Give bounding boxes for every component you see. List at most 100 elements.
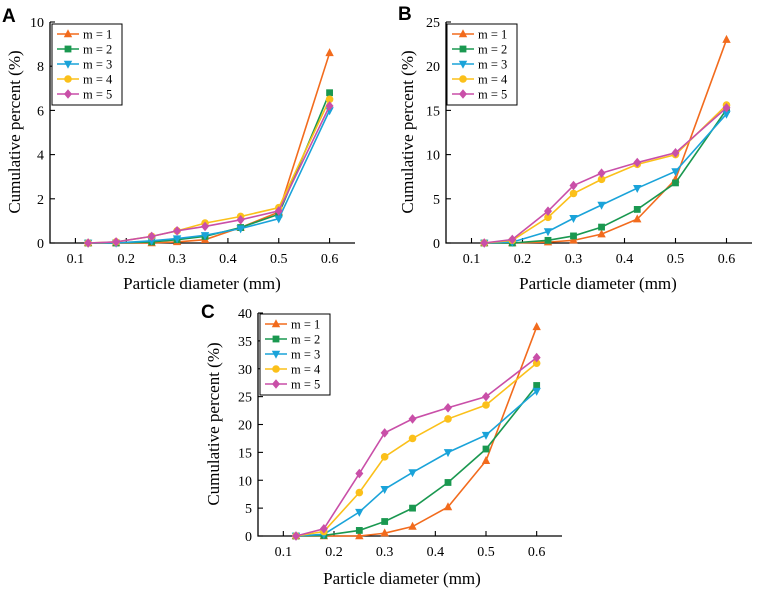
series-line-b-m3 xyxy=(484,113,728,244)
y-tick-label-a: 6 xyxy=(37,104,44,119)
data-point-b-m5 xyxy=(544,206,552,216)
series-c-m3 xyxy=(291,387,541,541)
x-tick-label-c: 0.2 xyxy=(325,545,343,560)
y-tick-label-c: 15 xyxy=(238,446,252,461)
y-tick-label-b: 10 xyxy=(426,149,440,164)
x-tick-label-b: 0.1 xyxy=(463,252,481,267)
data-point-c-m1 xyxy=(532,322,541,331)
series-c-m5 xyxy=(292,352,541,541)
data-point-c-m2 xyxy=(533,382,541,389)
data-point-a-m5 xyxy=(201,221,210,232)
x-tick-label-c: 0.1 xyxy=(275,545,293,560)
data-point-b-m5 xyxy=(480,238,489,248)
x-tick-label-a: 0.3 xyxy=(168,252,186,267)
y-tick-label-b: 15 xyxy=(426,104,440,119)
data-point-b-m4 xyxy=(569,189,578,198)
y-tick-label-b: 0 xyxy=(433,237,440,252)
series-line-b-m4 xyxy=(484,104,728,244)
data-point-c-m4 xyxy=(408,434,417,443)
x-tick-label-a: 0.4 xyxy=(219,252,237,267)
data-point-a-m3 xyxy=(147,237,156,246)
data-point-b-m4 xyxy=(544,213,552,222)
data-point-a-m3 xyxy=(274,215,283,224)
legend-a: m = 1m = 2m = 3m = 4m = 5 xyxy=(51,23,123,106)
x-tick-label-b: 0.4 xyxy=(616,252,634,267)
series-line-b-m2 xyxy=(484,109,728,244)
x-tick-label-c: 0.4 xyxy=(427,545,445,560)
data-point-c-m2 xyxy=(381,518,389,525)
data-point-b-m1 xyxy=(569,235,578,244)
data-point-c-m5 xyxy=(532,352,541,363)
x-axis-title-c: Particle diameter (mm) xyxy=(323,569,481,588)
legend-label-a-m3: m = 3 xyxy=(83,58,112,72)
legend-marker-c-m4 xyxy=(272,365,280,373)
data-point-b-m3 xyxy=(569,215,578,224)
legend-label-b-m5: m = 5 xyxy=(478,88,507,102)
y-tick-label-b: 25 xyxy=(426,16,440,31)
series-line-c-m2 xyxy=(295,384,538,537)
data-point-c-m2 xyxy=(444,479,452,486)
x-tick-label-a: 0.2 xyxy=(118,252,136,267)
data-point-b-m5 xyxy=(597,168,606,178)
x-tick-label-b: 0.2 xyxy=(514,252,532,267)
data-point-b-m3 xyxy=(722,110,731,119)
series-line-c-m4 xyxy=(295,362,538,537)
series-line-c-m1 xyxy=(296,326,538,537)
legend-label-b-m2: m = 2 xyxy=(478,43,507,57)
data-point-b-m2 xyxy=(544,236,552,244)
x-tick-label-a: 0.5 xyxy=(270,252,288,267)
y-tick-label-a: 10 xyxy=(30,16,44,31)
data-point-c-m1 xyxy=(443,502,453,511)
series-c-m2 xyxy=(292,382,541,540)
y-tick-label-c: 35 xyxy=(238,335,252,350)
data-point-c-m5 xyxy=(482,391,490,402)
data-point-a-m5 xyxy=(147,231,156,242)
y-tick-label-c: 0 xyxy=(245,530,252,545)
series-c-m4 xyxy=(292,359,541,540)
legend-marker-a-m2 xyxy=(64,45,72,53)
legend-marker-a-m3 xyxy=(63,60,73,69)
data-point-b-m1 xyxy=(722,34,731,43)
data-point-c-m2 xyxy=(409,504,416,512)
legend-label-b-m3: m = 3 xyxy=(478,58,507,72)
data-point-c-m5 xyxy=(408,414,417,424)
data-point-c-m3 xyxy=(380,485,389,494)
legend-c: m = 1m = 2m = 3m = 4m = 5 xyxy=(259,313,331,396)
series-line-a-m5 xyxy=(88,105,331,244)
series-line-a-m3 xyxy=(88,110,331,244)
data-point-a-m5 xyxy=(236,214,245,225)
data-point-a-m5 xyxy=(173,226,182,236)
data-point-c-m5 xyxy=(355,468,364,479)
legend-marker-c-m2 xyxy=(272,335,280,343)
data-point-c-m1 xyxy=(355,531,364,540)
data-point-a-m5 xyxy=(325,101,334,111)
series-line-c-m3 xyxy=(295,390,538,537)
legend-marker-b-m5 xyxy=(459,89,467,99)
legend-label-b-m4: m = 4 xyxy=(478,73,508,87)
x-axis-title-b: Particle diameter (mm) xyxy=(519,274,677,293)
y-tick-label-a: 8 xyxy=(37,60,44,75)
data-point-a-m4 xyxy=(325,95,334,104)
data-point-b-m4 xyxy=(597,175,606,184)
data-point-b-m5 xyxy=(722,102,731,113)
data-point-c-m1 xyxy=(481,455,491,464)
data-point-a-m2 xyxy=(326,89,333,97)
data-point-a-m3 xyxy=(172,235,182,244)
legend-marker-c-m1 xyxy=(271,319,281,328)
legend-marker-b-m4 xyxy=(459,75,467,83)
data-point-b-m2 xyxy=(672,179,679,187)
legend-marker-a-m4 xyxy=(64,75,72,83)
y-tick-label-a: 0 xyxy=(37,237,44,252)
x-tick-label-b: 0.6 xyxy=(718,252,736,267)
data-point-c-m3 xyxy=(355,508,364,517)
data-point-b-m3 xyxy=(671,168,680,177)
data-point-c-m5 xyxy=(292,531,300,541)
x-tick-label-c: 0.5 xyxy=(477,545,495,560)
data-point-a-m3 xyxy=(200,232,210,241)
data-point-b-m5 xyxy=(633,157,642,168)
legend-label-c-m1: m = 1 xyxy=(291,318,320,332)
legend-label-c-m2: m = 2 xyxy=(291,333,320,347)
legend-label-a-m2: m = 2 xyxy=(83,43,112,57)
